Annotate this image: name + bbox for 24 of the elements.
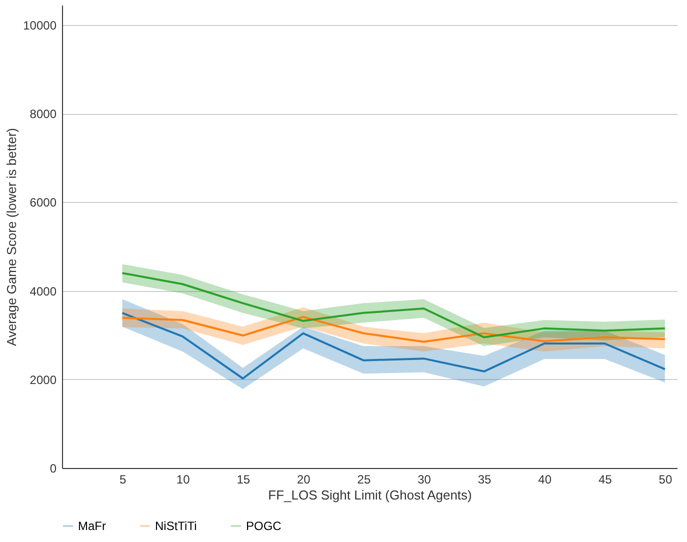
y-tick-label: 2000 — [30, 372, 57, 387]
legend-label: NiStTiTi — [155, 519, 197, 533]
legend-label: MaFr — [78, 519, 106, 533]
line-series — [121, 316, 666, 343]
x-axis-title: FF_LOS Sight Limit (Ghost Agents) — [268, 488, 472, 502]
x-tick-label: 25 — [357, 472, 371, 486]
x-tick-label: 40 — [538, 472, 552, 486]
x-tick-label: 30 — [418, 472, 432, 486]
line-series — [121, 312, 666, 380]
x-tick-label: 15 — [236, 472, 250, 486]
x-tick-label: 20 — [296, 472, 311, 486]
y-tick-label: 0 — [50, 462, 57, 476]
x-tick-label: 10 — [176, 472, 190, 486]
x-tick-label: 45 — [598, 472, 612, 486]
y-tick-label: 10000 — [23, 18, 57, 32]
line-series — [121, 272, 666, 338]
y-tick-label: 6000 — [30, 196, 57, 210]
legend-label: POGC — [246, 519, 282, 533]
x-tick-label: 35 — [478, 472, 492, 486]
y-tick-label: 8000 — [30, 107, 57, 122]
y-axis-title: Average Game Score (lower is better) — [4, 128, 20, 346]
x-tick-label: 5 — [119, 472, 126, 486]
y-tick-label: 4000 — [30, 284, 57, 298]
x-tick-label: 50 — [658, 472, 672, 486]
